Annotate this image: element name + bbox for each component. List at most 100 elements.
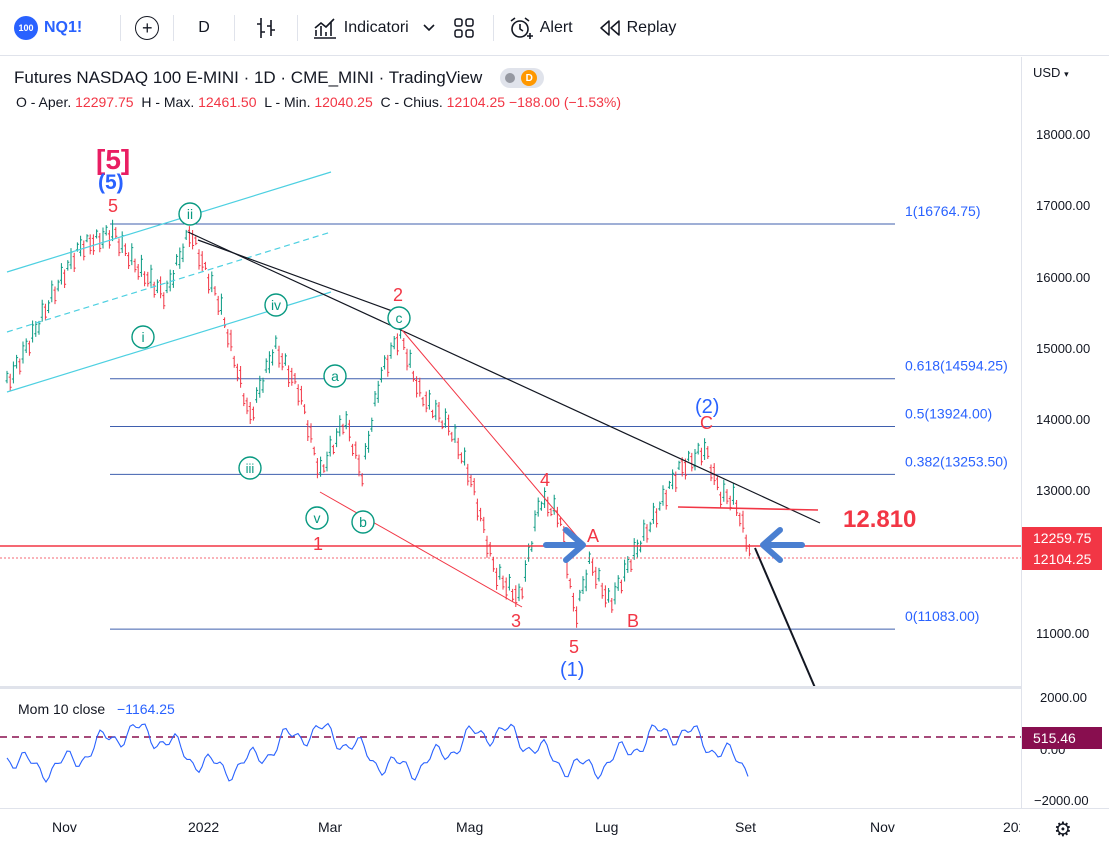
- mom-label: Mom 10 close: [18, 701, 106, 717]
- ohlc-bar: [677, 460, 681, 471]
- bars-chart-icon: [256, 17, 275, 38]
- ohlc-bar: [338, 415, 342, 437]
- wave-circle-v[interactable]: [305, 506, 329, 530]
- ohlc-bar: [741, 510, 745, 533]
- wave-label-2-blue[interactable]: (2): [695, 396, 719, 418]
- ohlc-bar: [43, 303, 47, 321]
- level-12810-label[interactable]: 12.810: [843, 506, 916, 533]
- indicators-button[interactable]: Indicatori: [304, 8, 417, 48]
- ohlc-bar: [53, 286, 57, 305]
- price-tick-label: 14000.00: [1036, 412, 1091, 428]
- ohlc-bar: [360, 473, 364, 487]
- level-12810-line[interactable]: [677, 506, 819, 511]
- ohlc-bar: [18, 358, 22, 375]
- compare-button[interactable]: +: [127, 8, 167, 48]
- high-value: 12461.50: [198, 94, 257, 110]
- ohlc-bar: [610, 597, 614, 613]
- ohlc-bar: [629, 559, 633, 572]
- open-value: 12297.75: [75, 94, 134, 110]
- momentum-chart[interactable]: [0, 689, 1021, 808]
- ohlc-bar: [389, 342, 393, 359]
- momentum-pane[interactable]: [0, 689, 1021, 808]
- main-chart-pane[interactable]: 1(16764.75) 0.618(14594.25) 0.5(13924.00) 0…: [0, 57, 1021, 687]
- wave-circle-ii[interactable]: [178, 202, 202, 226]
- ohlc-bar: [539, 501, 543, 511]
- wave-label-4[interactable]: 4: [540, 470, 550, 490]
- layouts-button[interactable]: [441, 8, 487, 48]
- wave-label-5-blue[interactable]: (5): [98, 171, 124, 194]
- ohlc-bar: [405, 348, 409, 371]
- wave-label-A[interactable]: A: [587, 526, 599, 546]
- ohlc-bar: [479, 507, 483, 522]
- ohlc-bar: [34, 321, 38, 337]
- ohlc-bar: [616, 575, 620, 591]
- ohlc-bar: [715, 476, 719, 491]
- wave-circle-iv[interactable]: [264, 293, 288, 317]
- wedge-lower-line[interactable]: [319, 491, 523, 608]
- wave-circle-iii[interactable]: [238, 456, 262, 480]
- ohlc-bar: [373, 390, 377, 407]
- wave-label-5[interactable]: 5: [569, 637, 579, 657]
- market-status-badge[interactable]: D: [500, 68, 545, 88]
- mom-tag-label: 515.46: [1033, 730, 1076, 746]
- symbol-button[interactable]: 100 NQ1!: [0, 8, 90, 48]
- wave-label-2[interactable]: 2: [393, 285, 403, 305]
- alert-button[interactable]: Alert: [500, 8, 581, 48]
- wave-label-1-blue[interactable]: (1): [560, 659, 584, 681]
- ohlc-bar: [322, 464, 326, 473]
- wave-label-1[interactable]: 1: [313, 534, 323, 554]
- replay-button[interactable]: Replay: [591, 8, 685, 48]
- pane-separator[interactable]: [0, 686, 1109, 689]
- wave-circle-b[interactable]: [351, 510, 375, 534]
- projection-line[interactable]: [754, 547, 816, 687]
- ohlc-bar: [392, 336, 396, 350]
- wave-labels[interactable]: [5] (5) 5 ii i iv iii v a b c 1 2 3 4 5 …: [96, 144, 916, 681]
- wave-label-B[interactable]: B: [627, 611, 639, 631]
- momentum-legend[interactable]: Mom 10 close −1164.25: [18, 701, 175, 717]
- trendline-secondary[interactable]: [197, 239, 396, 313]
- ohlc-bar: [165, 280, 169, 294]
- wave-label-iii: iii: [246, 461, 255, 476]
- ohlc-bar: [434, 399, 438, 421]
- ohlc-bar: [203, 261, 207, 271]
- wave-label-ii: ii: [187, 206, 193, 222]
- downtrend-line[interactable]: [187, 231, 821, 524]
- ohlc-bar: [488, 541, 492, 557]
- wave-circle-i[interactable]: [131, 325, 155, 349]
- ohlc-bar: [501, 575, 505, 590]
- wave-label-big-5[interactable]: [5]: [96, 144, 130, 175]
- ohlc-bar: [82, 240, 86, 261]
- divider: [120, 14, 122, 41]
- time-axis[interactable]: [0, 808, 1109, 853]
- ohlc-bar: [683, 458, 687, 480]
- ohlc-bar: [485, 535, 489, 558]
- drawings[interactable]: [0, 171, 1021, 687]
- divider: [173, 14, 175, 41]
- ohlc-bar: [341, 423, 345, 435]
- ohlc-bar: [450, 431, 454, 442]
- fib-retracement[interactable]: 1(16764.75) 0.618(14594.25) 0.5(13924.00) 0…: [110, 203, 1008, 630]
- interval-button[interactable]: D: [180, 8, 228, 48]
- wave-circle-c[interactable]: [387, 306, 411, 330]
- gear-icon[interactable]: ⚙: [1054, 819, 1072, 841]
- wedge-upper-line[interactable]: [401, 329, 581, 541]
- chart-legend[interactable]: Futures NASDAQ 100 E-MINI · 1D · CME_MIN…: [14, 68, 545, 88]
- time-tick-label: 2022: [188, 819, 220, 835]
- channel-middle-line[interactable]: [6, 231, 332, 333]
- price-axis[interactable]: [1021, 57, 1109, 808]
- wave-circle-a[interactable]: [323, 364, 347, 388]
- wave-label-3[interactable]: 3: [511, 611, 521, 631]
- ohlc-bar: [658, 501, 662, 511]
- wave-label-5-red-top[interactable]: 5: [108, 196, 118, 216]
- ohlc-bar: [159, 276, 163, 299]
- ohlc-bar: [120, 231, 124, 254]
- chart-type-button[interactable]: [241, 8, 291, 48]
- channel-upper-line[interactable]: [6, 171, 332, 273]
- mom-value-tag: 515.46: [1022, 727, 1102, 749]
- ohlc-bar: [181, 243, 185, 263]
- indicators-dropdown[interactable]: [417, 8, 441, 48]
- price-chart[interactable]: 1(16764.75) 0.618(14594.25) 0.5(13924.00) 0…: [0, 57, 1021, 687]
- ohlc-bar: [690, 452, 694, 472]
- wave-label-C[interactable]: C: [700, 413, 713, 433]
- currency-selector[interactable]: USD ▾: [1033, 65, 1069, 80]
